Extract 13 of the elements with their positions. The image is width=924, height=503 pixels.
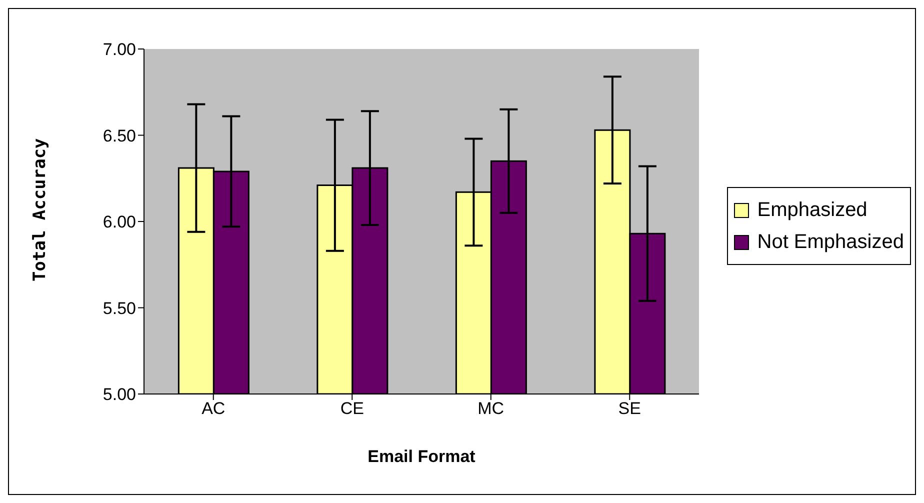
x-tick-label: AC (202, 399, 226, 418)
y-tick-label: 5.00 (102, 385, 136, 404)
y-tick-label: 6.50 (102, 126, 136, 146)
x-tick-label: CE (340, 399, 364, 418)
x-tick-label: SE (618, 399, 641, 418)
x-tick-label: MC (478, 399, 504, 418)
y-axis-title: Total Accuracy (30, 138, 50, 282)
legend-label: Not Emphasized (757, 230, 904, 255)
y-tick-label: 5.50 (102, 298, 136, 318)
x-axis-title: Email Format (368, 447, 476, 466)
y-tick-label: 7.00 (102, 40, 136, 60)
legend-label: Emphasized (757, 198, 868, 223)
y-tick-label: 6.00 (102, 212, 136, 232)
